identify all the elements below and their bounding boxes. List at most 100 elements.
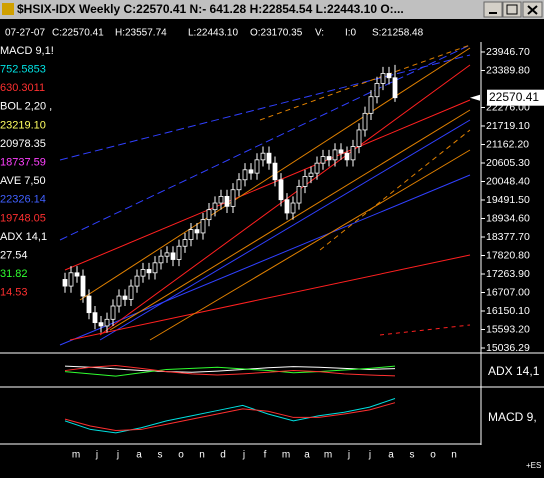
panel-label: ADX 14,1 (488, 364, 540, 378)
maximize-icon (506, 4, 518, 15)
indicator-line (64, 402, 396, 431)
legend-entry: 752.5853 (0, 64, 46, 76)
minimize-button[interactable] (483, 1, 503, 18)
candle-body (74, 272, 80, 277)
candle-body (380, 73, 386, 84)
y-tick-label: 15036.29 (486, 342, 530, 354)
candle-body (206, 209, 212, 221)
candle-body (284, 199, 290, 214)
x-tick-label: j (116, 450, 119, 461)
y-tick-label: 17820.80 (486, 249, 530, 261)
y-tick-label: 23946.70 (486, 46, 530, 58)
window-icon (2, 3, 14, 15)
indicator-line (64, 398, 396, 434)
candle-body (200, 219, 206, 234)
candle-body (164, 252, 170, 257)
candle-body (332, 149, 338, 161)
x-tick-label: d (220, 450, 226, 461)
candle-body (236, 179, 242, 191)
candle-body (254, 159, 260, 174)
x-tick-label: j (368, 450, 371, 461)
candle-body (272, 162, 278, 181)
legend-entry: 20978.35 (0, 138, 46, 150)
x-tick-label: n (199, 450, 205, 461)
legend-entry: 18737.59 (0, 157, 46, 169)
candle-body (86, 295, 92, 314)
candle-body (266, 152, 272, 164)
legend: MACD 9,1! 752.5853 630.3011 BOL 2,20 , 23219… (0, 45, 54, 299)
indicator-line (64, 365, 396, 377)
candle-body (296, 186, 302, 204)
candle-body (362, 112, 368, 131)
candle-body (134, 275, 140, 287)
candle-body (392, 77, 398, 99)
legend-entry: 630.3011 (0, 82, 45, 94)
candle-body (98, 322, 104, 327)
candle-body (326, 156, 332, 161)
y-tick-label: 15593.20 (486, 323, 530, 335)
candle-body (302, 176, 308, 187)
candle-body (350, 146, 356, 161)
info-field: O:23170.35 (250, 28, 303, 39)
x-tick-label: o (178, 450, 184, 461)
legend-entry: 14.53 (0, 287, 28, 299)
candle-body (368, 96, 374, 114)
legend-entry: 31.82 (0, 268, 28, 280)
trend-line (59, 174, 471, 346)
candle-body (104, 318, 110, 327)
scroll-marker: +ES (526, 461, 541, 470)
close-icon (527, 5, 538, 15)
legend-entry: 23219.10 (0, 119, 46, 131)
candle-body (212, 202, 218, 211)
y-tick-label: 20605.30 (486, 157, 530, 169)
y-tick-label: 16150.10 (486, 305, 530, 317)
candle-body (188, 229, 194, 240)
trend-line (59, 54, 471, 161)
x-tick-label: s (158, 450, 163, 461)
indicator-line (64, 365, 396, 377)
candle-body (314, 162, 320, 174)
legend-entry: 19748.05 (0, 212, 46, 224)
candle-body (62, 279, 68, 287)
candle-body (248, 169, 254, 174)
candle-body (110, 305, 116, 320)
maximize-button[interactable] (502, 1, 522, 18)
legend-entry: BOL 2,20 , (0, 101, 52, 113)
x-tick-label: m (324, 450, 332, 461)
legend-entry: ADX 14,1 (0, 231, 47, 243)
candle-body (140, 269, 146, 277)
x-tick-label: s (410, 450, 415, 461)
trend-line (59, 44, 471, 241)
plot (62, 64, 398, 434)
y-tick-label: 18377.70 (486, 231, 530, 243)
title-bar (0, 0, 544, 19)
candle-body (92, 312, 98, 324)
candle-body (176, 245, 182, 260)
info-field: I:0 (345, 28, 357, 39)
candle-body (158, 255, 164, 264)
candle-body (170, 252, 176, 260)
candle-body (122, 295, 128, 300)
x-tick-label: f (264, 450, 267, 461)
legend-entry: 27.54 (0, 250, 28, 262)
x-tick-label: j (242, 450, 245, 461)
trend-line (379, 324, 471, 336)
price-tag-arrow (470, 94, 480, 101)
candle-body (152, 262, 158, 274)
candle-body (308, 172, 314, 177)
trend-line (149, 149, 471, 341)
candle-body (68, 272, 74, 287)
y-tick-label: 21719.10 (486, 120, 530, 132)
y-tick-label: 18934.60 (486, 212, 530, 224)
candle-body (290, 202, 296, 214)
y-tick-label: 20048.40 (486, 175, 530, 187)
info-field: 07-27-07 (5, 28, 45, 39)
candle-body (224, 195, 230, 207)
trend-line (109, 109, 471, 331)
price-tag-box (487, 89, 544, 106)
legend-entry: 22326.14 (0, 194, 46, 206)
x-tick-label: m (282, 450, 290, 461)
info-field: H:23557.74 (115, 28, 167, 39)
